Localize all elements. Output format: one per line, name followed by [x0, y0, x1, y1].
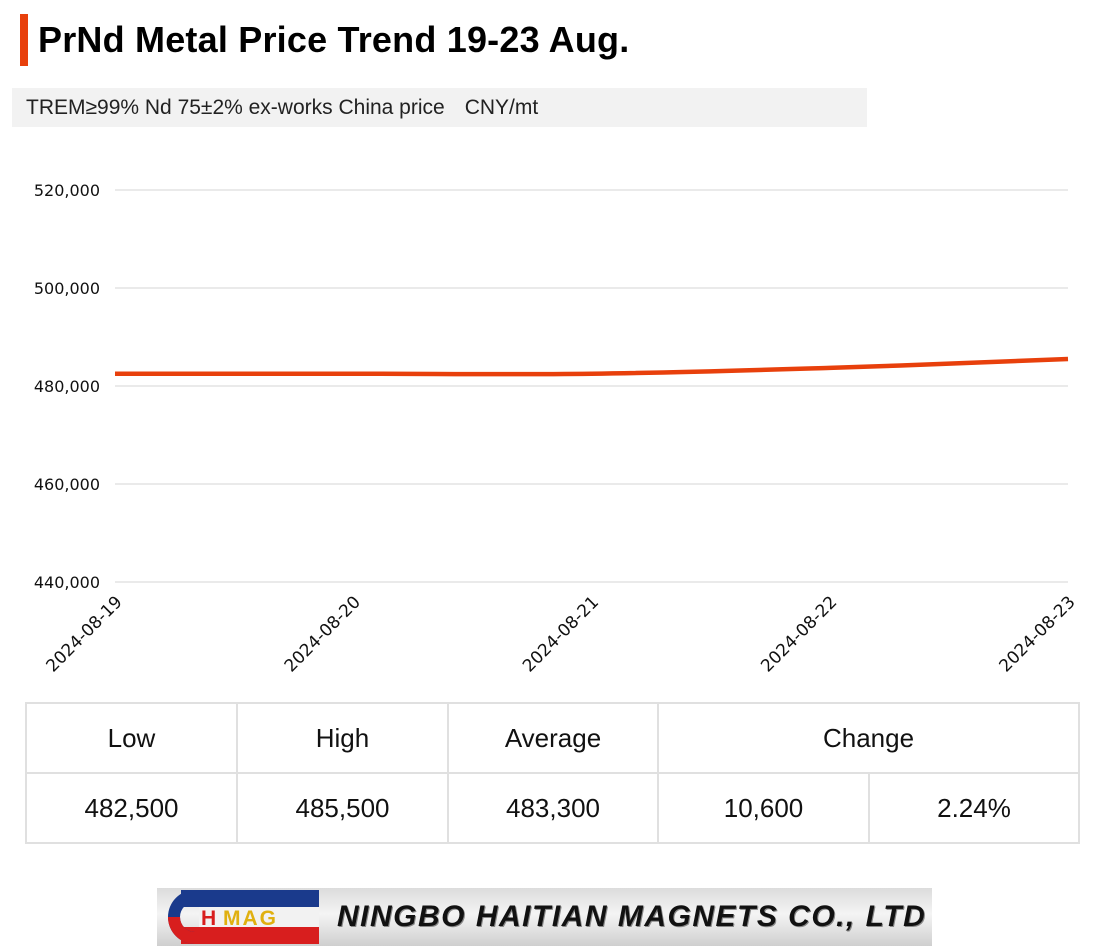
grid-lines: [115, 189, 1068, 583]
subtitle-box: TREM≥99% Nd 75±2% ex-works China price C…: [12, 88, 867, 127]
logo-letter-h: H: [201, 907, 216, 930]
stats-value-row: 482,500 485,500 483,300 10,600 2.24%: [25, 772, 1080, 844]
title-block: PrNd Metal Price Trend 19-23 Aug.: [20, 14, 629, 66]
y-tick-label: 500,000: [34, 279, 100, 298]
y-tick-label: 480,000: [34, 377, 100, 396]
stats-average-value: 483,300: [447, 772, 659, 844]
x-tick-label: 2024-08-20: [281, 592, 365, 676]
y-tick-label: 440,000: [34, 573, 100, 592]
stats-change-percent: 2.24%: [868, 772, 1080, 844]
logo-graphic: H MAG: [168, 890, 319, 944]
stats-header-high: High: [236, 702, 449, 774]
stats-header-low: Low: [25, 702, 238, 774]
subtitle-unit: CNY/mt: [464, 95, 539, 119]
subtitle-spec: TREM≥99% Nd 75±2% ex-works China price: [26, 95, 445, 119]
logo-letters-mag: MAG: [223, 907, 278, 930]
stats-header-change: Change: [657, 702, 1080, 774]
x-tick-label: 2024-08-19: [43, 592, 127, 676]
stats-high-value: 485,500: [236, 772, 449, 844]
line-chart: 440,000 460,000 480,000 500,000 520,000 2024…: [34, 181, 1080, 676]
stats-table: Low High Average Change 482,500 485,500 …: [25, 702, 1080, 844]
x-axis-ticks: 2024-08-19 2024-08-20 2024-08-21 2024-08-22…: [43, 592, 1080, 676]
x-tick-label: 2024-08-21: [519, 592, 603, 676]
company-name: NINGBO HAITIAN MAGNETS CO., LTD: [337, 900, 927, 933]
title-accent-bar: [20, 14, 28, 66]
y-axis-ticks: 440,000 460,000 480,000 500,000 520,000: [34, 181, 100, 592]
y-tick-label: 460,000: [34, 475, 100, 494]
chart-title: PrNd Metal Price Trend 19-23 Aug.: [38, 19, 630, 60]
stats-change-value: 10,600: [657, 772, 870, 844]
stats-low-value: 482,500: [25, 772, 238, 844]
y-tick-label: 520,000: [34, 181, 100, 200]
series-layer: [114, 356, 1069, 377]
company-banner: H MAG NINGBO HAITIAN MAGNETS CO., LTD: [157, 888, 932, 946]
stats-header-average: Average: [447, 702, 659, 774]
x-tick-label: 2024-08-22: [757, 592, 841, 676]
stats-header-row: Low High Average Change: [25, 702, 1080, 774]
x-tick-label: 2024-08-23: [996, 592, 1080, 676]
c-magnet-logo-icon: H MAG: [157, 888, 319, 946]
price-series-line: [115, 356, 1069, 377]
